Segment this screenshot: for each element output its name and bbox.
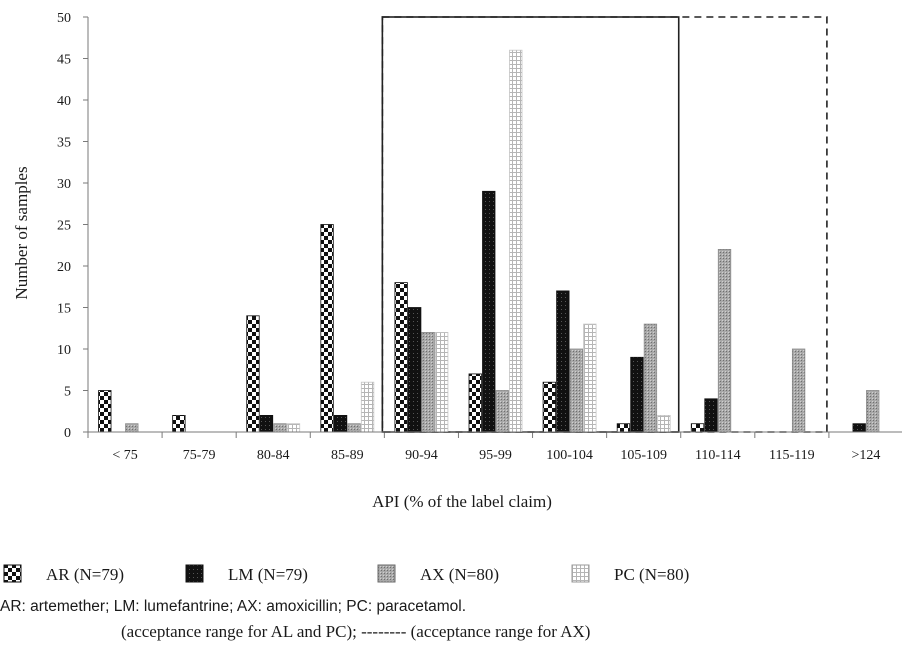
bar-ax-6 [569,348,583,433]
bar-pc-4 [435,331,449,433]
y-tick-label: 10 [57,343,71,358]
bar-lm-7 [630,356,644,433]
x-axis-title: API (% of the label claim) [372,492,552,511]
legend: AR (N=79) LM (N=79) AX (N=80) PC (N=80) [3,564,689,584]
y-tick-label: 25 [57,219,71,234]
bar-lm-10 [852,423,866,433]
legend-label-lm: LM (N=79) [228,565,308,584]
bar-lm-5 [482,190,496,433]
x-tick-label: 80-84 [257,448,290,463]
y-axis-title-group: Number of samples [12,166,31,299]
bar-ar-0 [98,390,112,433]
x-tick-label: 105-109 [620,448,667,463]
y-axis: 0 5 10 15 20 25 30 35 40 45 50 [57,11,88,441]
x-tick-label: 90-94 [405,448,438,463]
bar-lm-4 [408,307,422,433]
x-tick-label: 110-114 [695,448,741,463]
x-tick-label: 100-104 [546,448,593,463]
y-tick-label: 50 [57,11,71,26]
y-tick-label: 5 [64,385,71,400]
x-tick-label: >124 [852,448,881,463]
bar-chart: Number of samples 0 5 10 15 20 25 30 35 40 45 50 <… [3,11,902,584]
bar-pc-2 [286,423,301,433]
bar-ar-2 [246,315,260,433]
legend-label-ar: AR (N=79) [46,565,124,584]
bar-series [98,49,880,433]
x-tick-label: 85-89 [331,448,364,463]
bar-ax-4 [421,331,435,433]
bar-ar-3 [320,224,334,433]
bar-pc-5 [509,49,523,433]
bar-ar-5 [468,373,482,433]
y-tick-label: 35 [57,136,71,151]
bar-ax-3 [347,423,361,433]
bar-ax-9 [791,348,806,433]
x-tick-label: 75-79 [183,448,216,463]
bar-pc-7 [657,414,671,433]
bar-ax-0 [125,423,139,433]
x-axis: < 75 75-79 80-84 85-89 90-94 95-99 100-104 105-… [87,432,881,463]
y-tick-label: 0 [64,426,71,441]
y-tick-label: 20 [57,260,71,275]
legend-label-ax: AX (N=80) [420,565,499,584]
y-axis-title: Number of samples [12,166,31,299]
bar-lm-6 [556,290,570,433]
x-tick-label: 95-99 [479,448,512,463]
legend-swatch-lm [185,564,204,583]
bar-ar-8 [690,423,705,433]
x-tick-label: 115-119 [769,448,815,463]
y-tick-label: 45 [57,53,71,68]
bar-ar-7 [616,423,631,433]
bar-pc-6 [583,323,597,433]
bar-lm-8 [704,398,718,433]
abbreviations-note: AR: artemether; LM: lumefantrine; AX: am… [0,598,467,615]
bar-ax-2 [273,423,287,433]
acceptance-range-boxes [381,16,828,433]
legend-label-pc: PC (N=80) [614,565,689,584]
bar-ax-10 [866,390,880,433]
bar-ax-7 [643,323,658,433]
bar-ax-5 [495,390,509,433]
bar-ar-1 [172,414,186,433]
bar-ar-4 [394,282,408,433]
legend-swatch-ar [3,564,22,583]
x-tick-label: < 75 [112,448,137,463]
bar-ar-6 [542,381,556,433]
y-tick-label: 40 [57,94,71,109]
legend-swatch-pc [571,564,590,583]
legend-swatch-ax [377,564,396,583]
y-tick-label: 30 [57,177,71,192]
bar-pc-3 [360,381,375,433]
acceptance-range-note: (acceptance range for AL and PC); ------… [121,622,591,641]
y-tick-label: 15 [57,302,71,317]
acceptance-range-ax-box [381,16,828,433]
bar-lm-3 [333,414,348,433]
bar-lm-2 [259,414,274,433]
bar-ax-8 [717,248,732,433]
